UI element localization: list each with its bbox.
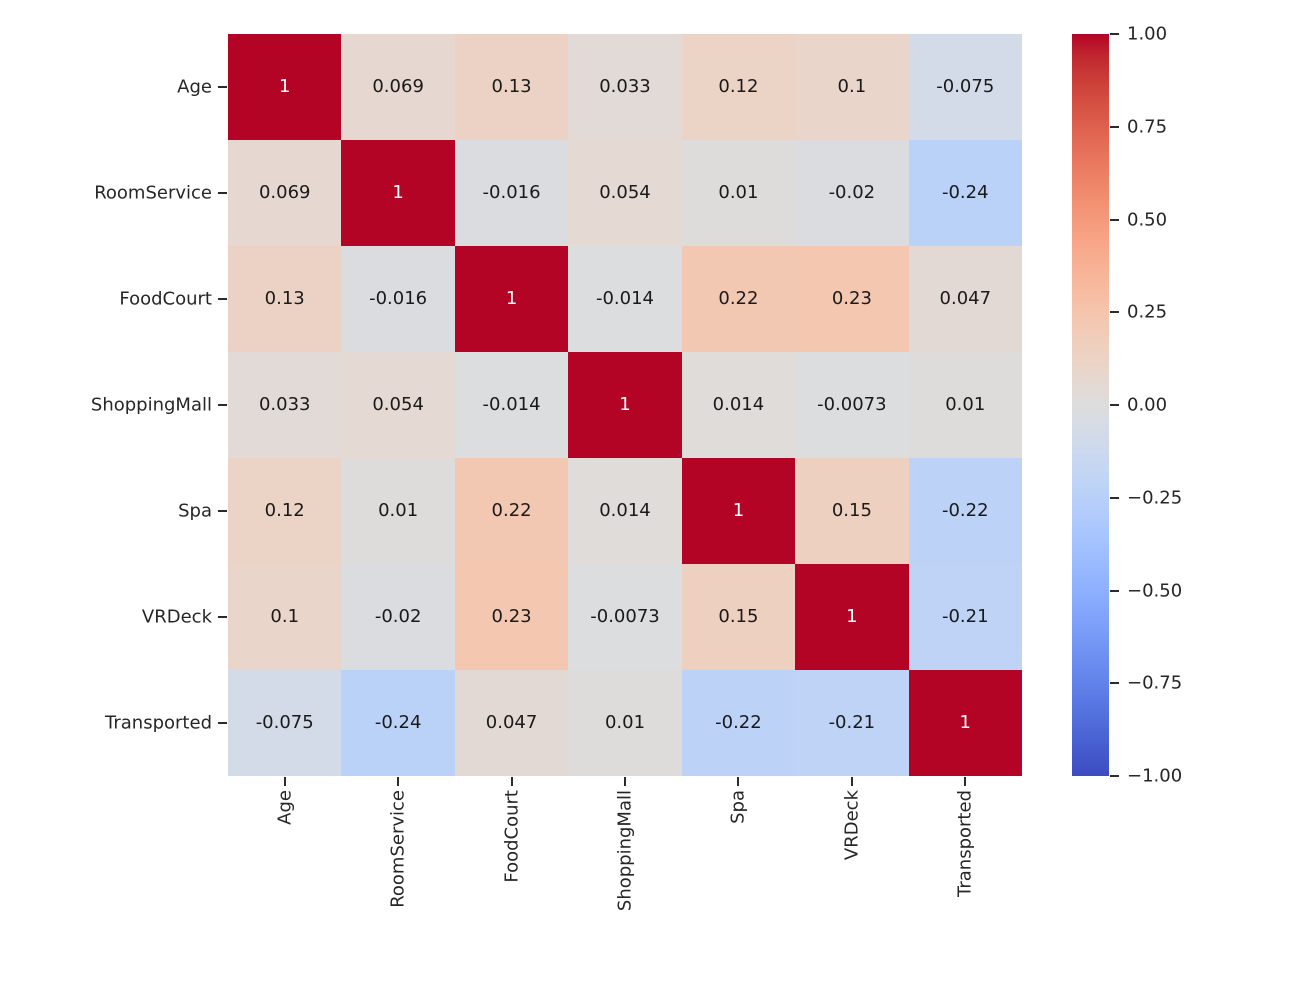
colorbar-tick	[1110, 775, 1119, 777]
heatmap-grid: 1 0.069 0.13 0.033 0.12 0.1 -0.075 0.069 1 -0.016…	[228, 34, 1022, 776]
heatmap-cell: 0.033	[568, 34, 682, 140]
heatmap-cell: 1	[681, 458, 796, 564]
heatmap-cell: 0.014	[681, 352, 796, 458]
heatmap-cell: -0.0073	[568, 564, 682, 670]
x-axis-label: Age	[274, 790, 296, 825]
colorbar-tick-label: 0.75	[1127, 116, 1168, 138]
heatmap-cell: 0.1	[795, 34, 909, 140]
colorbar-tick	[1110, 218, 1119, 221]
y-axis-tick	[218, 86, 227, 88]
heatmap-cell: 0.12	[681, 34, 796, 140]
x-axis-label: Spa	[727, 790, 749, 824]
heatmap-cell: -0.014	[568, 246, 682, 352]
x-axis-label: ShoppingMall	[614, 790, 636, 912]
heatmap-cell: 1	[228, 34, 342, 140]
heatmap-cell: 0.047	[454, 670, 569, 776]
heatmap-cell: -0.24	[341, 670, 455, 776]
colorbar-tick	[1110, 311, 1119, 314]
heatmap-cell: 0.069	[228, 140, 342, 246]
heatmap-cell: -0.016	[454, 140, 569, 246]
colorbar-tick	[1110, 125, 1119, 128]
colorbar-tick-label: 0.00	[1127, 394, 1168, 416]
heatmap-cell: 0.01	[681, 140, 796, 246]
heatmap-cell: -0.22	[908, 458, 1022, 564]
heatmap-cell: 1	[568, 352, 682, 458]
heatmap-cell: 0.047	[908, 246, 1022, 352]
y-axis-tick	[218, 616, 227, 618]
heatmap-cell: -0.016	[341, 246, 455, 352]
x-axis-label: FoodCourt	[501, 790, 523, 883]
y-axis-label: Spa	[178, 500, 212, 522]
heatmap-cell: 0.13	[454, 34, 569, 140]
heatmap-cell: 0.15	[681, 564, 796, 670]
x-axis-tick	[737, 777, 740, 786]
colorbar-tick	[1110, 496, 1119, 499]
heatmap-cell: 0.23	[795, 246, 909, 352]
heatmap-cell: -0.0073	[795, 352, 909, 458]
heatmap-cell: -0.075	[228, 670, 342, 776]
heatmap-cell: 1	[341, 140, 455, 246]
colorbar-tick-label: 0.50	[1127, 209, 1168, 230]
heatmap-cell: -0.014	[454, 352, 569, 458]
heatmap-cell: 0.22	[454, 458, 569, 564]
heatmap-cell: 1	[795, 564, 909, 670]
y-axis-label: Transported	[105, 712, 212, 734]
x-axis-label: Transported	[954, 790, 976, 897]
colorbar-tick-label: −0.50	[1127, 580, 1183, 601]
heatmap-cell: -0.24	[908, 140, 1022, 246]
x-axis-label: RoomService	[387, 790, 409, 908]
heatmap-cell: -0.22	[681, 670, 796, 776]
x-axis-tick	[624, 777, 626, 786]
heatmap-cell: -0.075	[908, 34, 1022, 140]
heatmap-cell: 0.23	[454, 564, 569, 670]
y-axis-tick	[218, 192, 227, 194]
heatmap-cell: 0.054	[341, 352, 455, 458]
x-axis-tick	[510, 777, 513, 786]
colorbar-tick-label: −0.25	[1127, 487, 1183, 509]
heatmap-cell: 0.01	[908, 352, 1022, 458]
heatmap-cell: 0.054	[568, 140, 682, 246]
x-axis-tick	[964, 777, 967, 786]
heatmap-cell: -0.02	[795, 140, 909, 246]
heatmap-cell: 0.014	[568, 458, 682, 564]
y-axis-label: ShoppingMall	[90, 394, 212, 416]
y-axis-label: Age	[177, 76, 212, 98]
y-axis-label: FoodCourt	[119, 288, 212, 310]
colorbar	[1072, 34, 1109, 776]
heatmap-cell: 0.22	[681, 246, 796, 352]
heatmap-cell: 0.1	[228, 564, 342, 670]
colorbar-tick-label: 1.00	[1127, 23, 1168, 45]
y-axis-tick	[218, 510, 227, 512]
y-axis-label: VRDeck	[141, 606, 212, 628]
x-axis-tick	[397, 777, 400, 786]
heatmap-cell: -0.02	[341, 564, 455, 670]
heatmap-cell: -0.21	[908, 564, 1022, 670]
colorbar-tick	[1110, 682, 1119, 685]
heatmap-cell: 0.069	[341, 34, 455, 140]
heatmap-cell: 0.01	[341, 458, 455, 564]
colorbar-tick	[1110, 589, 1119, 592]
colorbar-tick-label: −1.00	[1127, 765, 1183, 787]
heatmap-cell: 0.13	[228, 246, 342, 352]
y-axis-tick	[218, 404, 227, 406]
heatmap-cell: 1	[454, 246, 569, 352]
colorbar-tick-label: −0.75	[1127, 672, 1183, 694]
heatmap-cell: 0.01	[568, 670, 682, 776]
heatmap-cell: 0.033	[228, 352, 342, 458]
heatmap-cell: -0.21	[795, 670, 909, 776]
colorbar-tick	[1110, 33, 1119, 35]
colorbar-tick-label: 0.25	[1127, 301, 1168, 323]
x-axis-tick	[850, 777, 853, 786]
y-axis-tick	[218, 298, 227, 300]
heatmap-cell: 0.12	[228, 458, 342, 564]
y-axis-tick	[218, 722, 227, 724]
heatmap-cell: 1	[908, 670, 1022, 776]
colorbar-tick	[1110, 404, 1119, 406]
x-axis-label: VRDeck	[841, 790, 863, 861]
y-axis-label: RoomService	[94, 182, 212, 204]
x-axis-tick	[283, 777, 286, 786]
heatmap-cell: 0.15	[795, 458, 909, 564]
